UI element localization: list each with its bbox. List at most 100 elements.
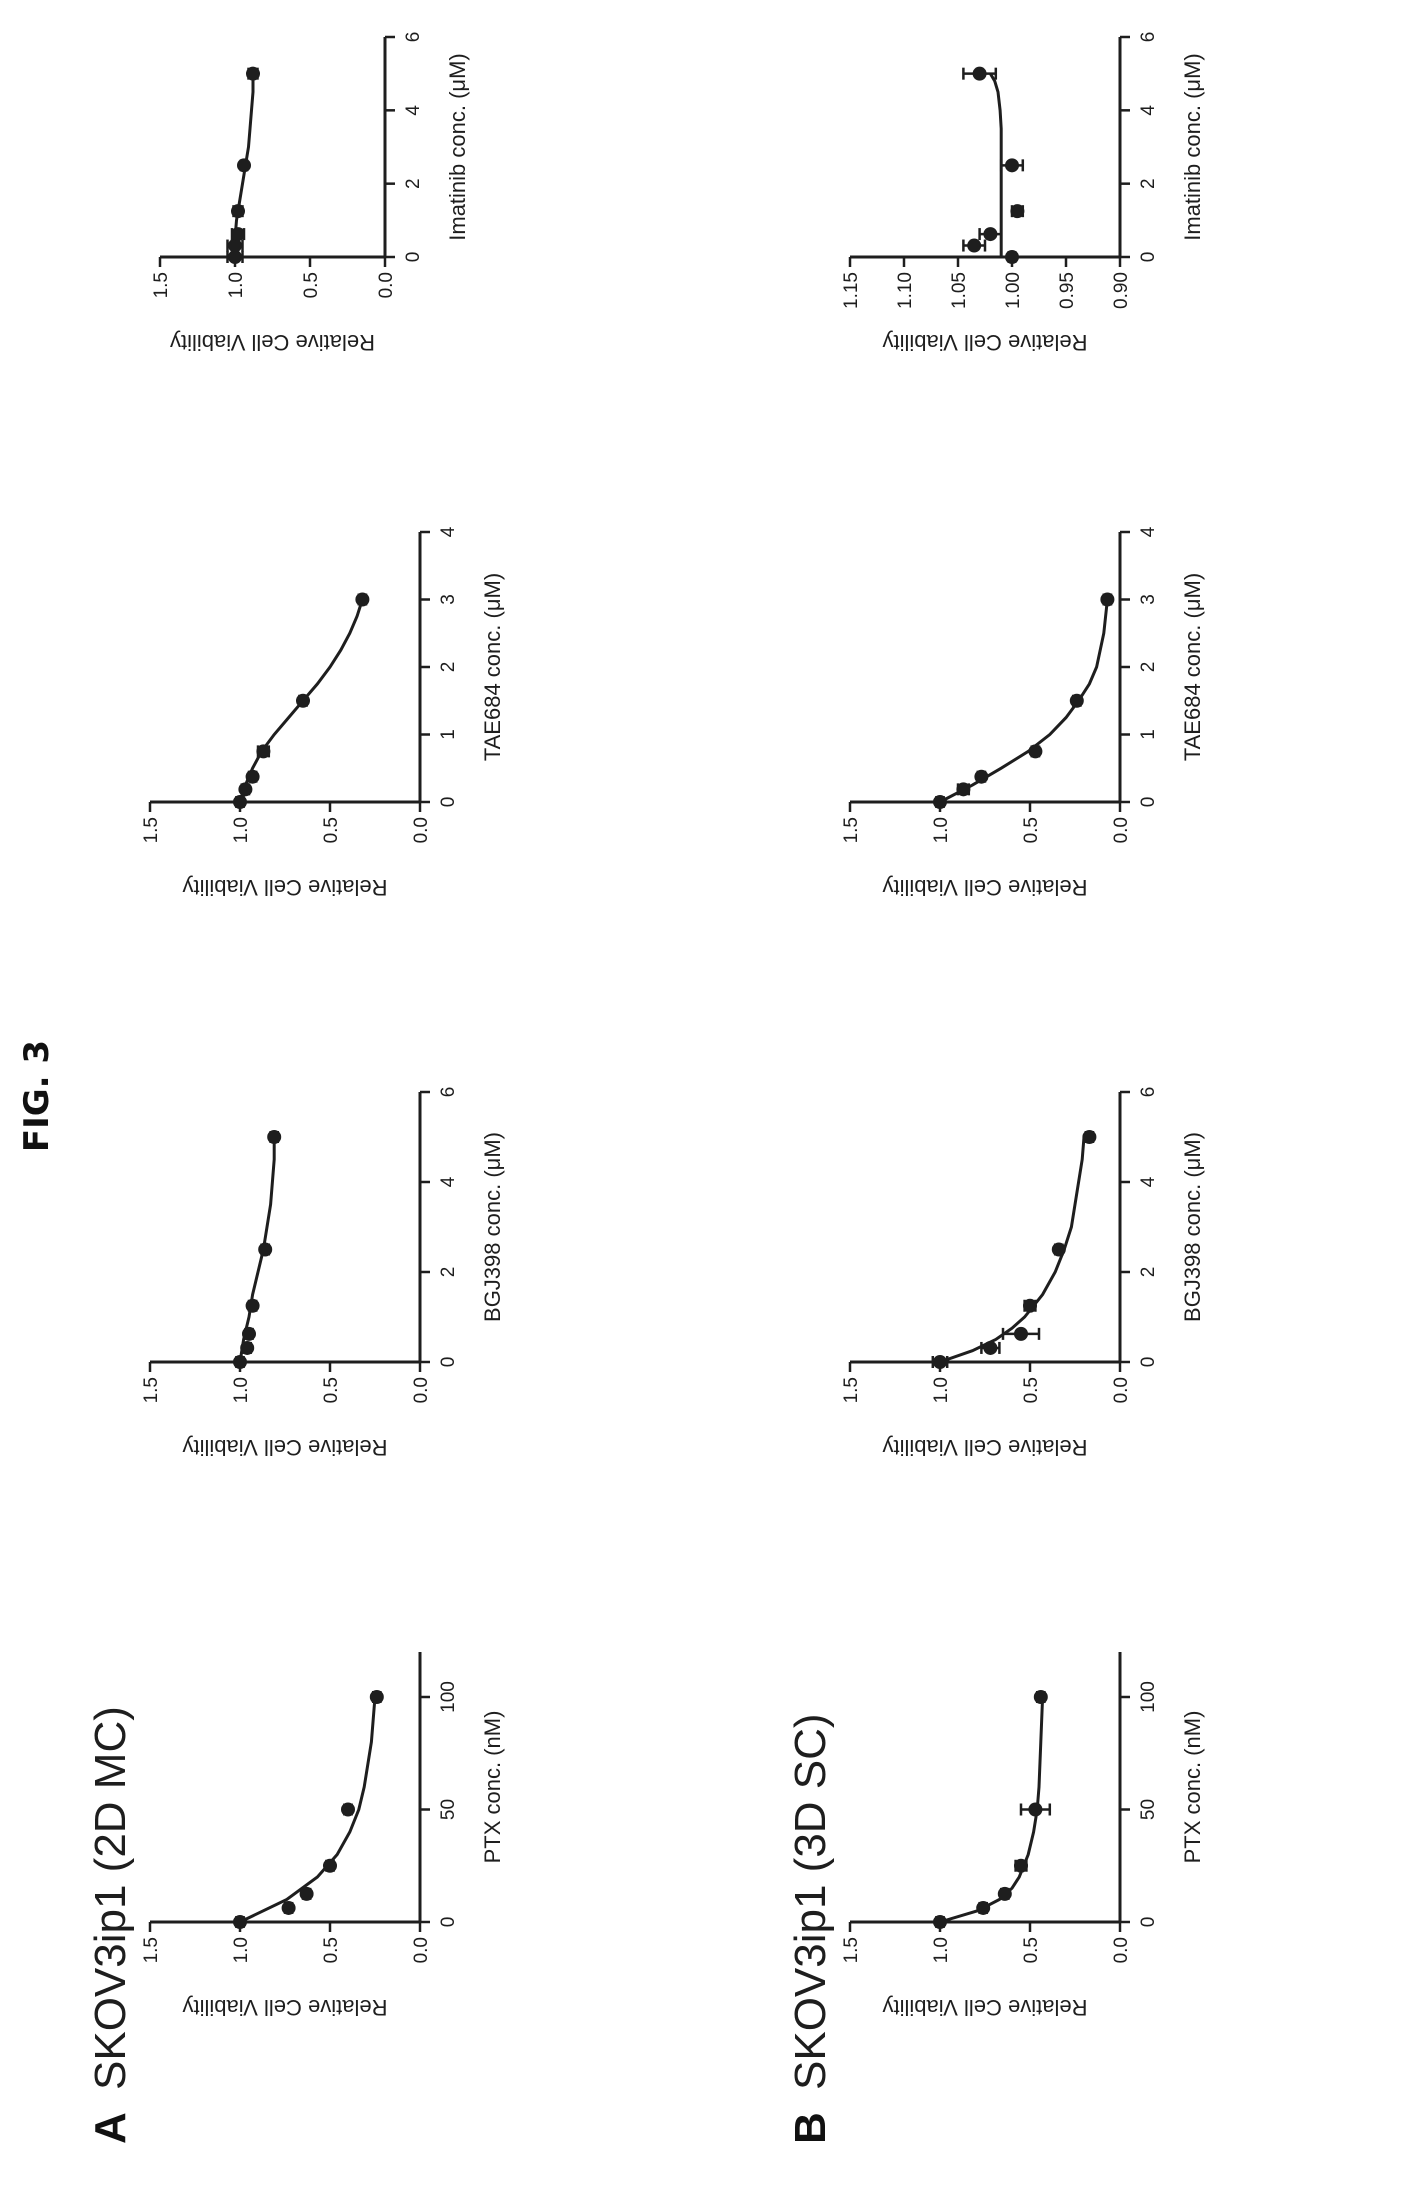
y-tick-label: 0.0 [411,817,432,843]
x-tick-label: 4 [403,105,424,116]
chart-4: 0.0 0.5 1.0 1.5 0 2 4 6 Imatinib conc. (μM) Relat… [151,32,470,355]
y-tick-label: 0.0 [411,1937,432,1963]
y-tick-label: 0.0 [411,1377,432,1403]
y-axis-title: Relative Cell Viability [182,1435,387,1460]
y-tick-label: 1.5 [141,817,162,843]
data-point [1028,744,1043,759]
y-tick-label: 0.0 [1111,1377,1132,1403]
data-point [933,1355,947,1369]
y-tick-label: 1.0 [231,1937,252,1963]
panel-b-label: SKOV3ip1 (3D SC) [786,1713,835,2090]
data-point [231,227,245,242]
y-tick-label: 1.0 [931,1377,952,1403]
x-tick-label: 0 [438,1917,459,1928]
data-point [237,158,251,173]
x-tick-label: 0 [1138,1357,1159,1368]
data-point [245,1298,260,1313]
y-tick-label: 0.5 [1021,1937,1042,1963]
data-point [1033,1690,1048,1704]
y-tick-label: 1.5 [841,1937,862,1963]
data-point [296,693,310,708]
x-tick-label: 2 [1138,178,1159,189]
x-tick-label: 2 [403,178,424,189]
data-point [240,1340,255,1355]
data-point [974,769,989,784]
data-point [281,1900,296,1915]
data-point [956,782,971,797]
y-tick-label: 0.5 [1021,1377,1042,1403]
y-tick-label: 0.5 [301,272,322,298]
x-tick-label: 100 [438,1681,459,1713]
data-point [1082,1130,1097,1144]
data-point [933,1915,947,1929]
x-axis-title: BGJ398 conc. (μM) [480,1132,505,1322]
data-point [1069,693,1084,708]
data-point [983,227,998,242]
data-point [246,66,260,81]
x-tick-label: 0 [1138,797,1159,808]
y-axis-title: Relative Cell Viability [882,1995,1087,2020]
data-point [976,1900,991,1915]
x-tick-label: 6 [403,32,424,43]
panel-a-letter: A [86,2112,135,2144]
y-tick-label: 1.10 [895,272,916,309]
x-tick-label: 2 [1138,662,1159,673]
chart-8: 0.90 0.95 1.00 1.05 1.10 1.15 0 2 4 6 Imatinib con… [841,32,1205,355]
y-tick-label: 1.15 [841,272,862,309]
data-point [369,1690,384,1704]
data-point [233,1915,247,1929]
x-tick-label: 6 [438,1087,459,1098]
y-tick-label: 1.5 [141,1377,162,1403]
y-tick-label: 0.95 [1057,272,1078,309]
chart-7: 0.0 0.5 1.0 1.5 0 1 2 3 4 TAE684 conc. (μM) Relati… [841,526,1205,900]
y-tick-label: 1.5 [841,817,862,843]
fit-curve [939,1696,1045,1924]
y-tick-label: 0.5 [321,1377,342,1403]
y-axis-title: Relative Cell Viability [170,330,375,355]
y-tick-label: 1.0 [231,817,252,843]
data-point [323,1858,337,1873]
x-axis-title: TAE684 conc. (μM) [480,573,505,761]
chart-5: 0.0 0.5 1.0 1.5 0 50 100 PTX conc. (nM) Relative… [841,1652,1205,2020]
x-axis-title: Imatinib conc. (μM) [1180,53,1205,241]
y-axis-title: Relative Cell Viability [882,1435,1087,1460]
y-tick-label: 0.5 [1021,817,1042,843]
x-tick-label: 0 [403,252,424,263]
x-axis-title: BGJ398 conc. (μM) [1180,1132,1205,1322]
data-point [267,1130,282,1144]
data-point [967,238,982,253]
x-tick-label: 1 [438,729,459,740]
y-tick-label: 1.00 [1003,272,1024,309]
y-tick-label: 0.0 [376,272,397,298]
chart-6: 0.0 0.5 1.0 1.5 0 2 4 6 BGJ398 conc. (μM) Relativ… [841,1087,1205,1460]
data-point [299,1886,314,1901]
y-tick-label: 1.5 [151,272,172,298]
y-tick-label: 0.90 [1111,272,1132,309]
x-tick-label: 4 [1138,1176,1159,1187]
data-point [231,204,245,219]
y-axis-title: Relative Cell Viability [182,1995,387,2020]
x-tick-label: 50 [438,1799,459,1820]
data-point [228,238,242,253]
data-point [355,592,370,607]
y-axis-title: Relative Cell Viability [182,875,387,900]
data-point [1010,204,1025,219]
y-axis-title: Relative Cell Viability [882,330,1087,355]
data-point [341,1802,355,1817]
x-tick-label: 4 [438,1176,459,1187]
data-point [228,250,242,264]
x-tick-label: 2 [1138,1267,1159,1278]
data-point [233,795,247,809]
x-tick-label: 0 [1138,1917,1159,1928]
x-axis-title: Imatinib conc. (μM) [445,53,470,241]
panel-a-label: SKOV3ip1 (2D MC) [86,1706,135,2090]
x-tick-label: 0 [1138,252,1159,263]
x-tick-label: 1 [1138,729,1159,740]
x-tick-label: 3 [1138,594,1159,605]
y-tick-label: 1.0 [231,1377,252,1403]
data-point [1014,1858,1028,1873]
data-point [1051,1242,1066,1257]
chart-3: 0.0 0.5 1.0 1.5 0 1 2 3 4 TAE684 conc. (μM) Relati… [141,526,505,900]
y-tick-label: 1.0 [931,817,952,843]
